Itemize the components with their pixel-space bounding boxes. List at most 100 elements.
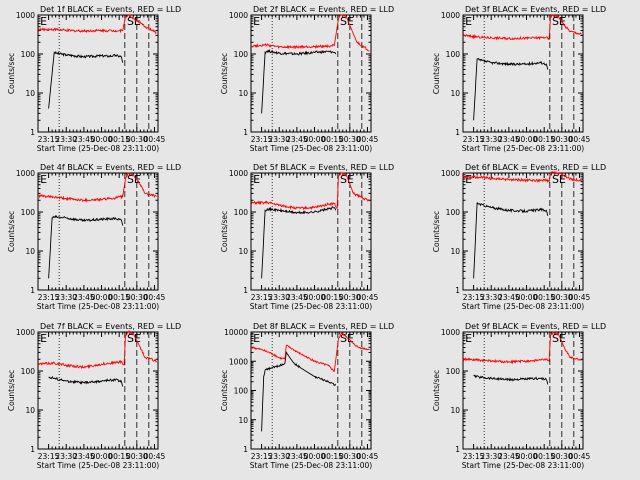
- y-axis-label: Counts/sec: [432, 53, 441, 94]
- x-tick-label: 00:30: [126, 452, 148, 461]
- marker-label: SE: [340, 15, 354, 28]
- series-line-lld: [37, 172, 157, 203]
- marker-label: SE: [127, 332, 141, 345]
- y-tick-label: 100: [21, 367, 36, 376]
- x-tick-label: 23:15: [251, 135, 273, 144]
- panel-title: Det 3f BLACK = Events, RED = LLD: [465, 5, 606, 14]
- x-axis-label: Start Time (25-Dec-08 23:11:00): [462, 302, 584, 311]
- y-tick-label: 1: [455, 128, 460, 137]
- x-tick-label: 00:15: [108, 452, 130, 461]
- y-axis-label: Counts/sec: [220, 211, 229, 252]
- x-tick-label: 00:00: [516, 452, 538, 461]
- x-tick-label: 23:15: [38, 293, 60, 302]
- y-tick-label: 1: [455, 286, 460, 295]
- x-tick-label: 23:15: [463, 135, 485, 144]
- x-axis-label: Start Time (25-Dec-08 23:11:00): [250, 461, 372, 470]
- y-tick-label: 1000: [229, 169, 248, 178]
- series-line-lld: [250, 171, 370, 211]
- y-tick-label: 1000: [16, 11, 35, 20]
- marker-label: SE: [552, 173, 566, 186]
- marker-label: E: [253, 173, 260, 186]
- y-tick-label: 10: [238, 247, 248, 256]
- x-tick-label: 00:15: [321, 293, 343, 302]
- plot-frame: [37, 172, 159, 291]
- marker-label: SE: [340, 173, 354, 186]
- y-tick-label: 10: [450, 406, 460, 415]
- marker-label: E: [40, 15, 47, 28]
- x-tick-label: 00:00: [304, 293, 326, 302]
- panel-title: Det 2f BLACK = Events, RED = LLD: [253, 5, 394, 14]
- y-tick-label: 1000: [441, 11, 460, 20]
- series-line-events: [48, 50, 124, 109]
- x-tick-label: 00:00: [516, 293, 538, 302]
- x-tick-label: 00:00: [91, 452, 113, 461]
- y-tick-label: 10000: [224, 328, 248, 337]
- x-tick-label: 00:15: [533, 452, 555, 461]
- x-tick-label: 00:45: [144, 293, 166, 302]
- y-tick-label: 1: [243, 445, 248, 454]
- panel-det-8: Det 8f BLACK = Events, RED = LLD 1 10 100 10…: [220, 322, 394, 470]
- series-line-lld: [462, 170, 582, 184]
- x-tick-label: 00:45: [357, 135, 379, 144]
- x-tick-label: 00:15: [533, 135, 555, 144]
- x-tick-label: 23:15: [463, 452, 485, 461]
- marker-label: SE: [552, 332, 566, 345]
- series-line-events: [261, 49, 337, 114]
- y-tick-label: 10: [238, 89, 248, 98]
- x-tick-label: 23:45: [73, 135, 95, 144]
- plot-frame: [37, 14, 159, 133]
- x-axis-label: Start Time (25-Dec-08 23:11:00): [250, 144, 372, 153]
- panel-det-2: Det 2f BLACK = Events, RED = LLD 1 10 100 10…: [220, 5, 394, 153]
- x-tick-label: 00:00: [91, 293, 113, 302]
- y-tick-label: 1000: [229, 357, 248, 366]
- x-tick-label: 23:15: [251, 452, 273, 461]
- x-tick-label: 00:30: [551, 452, 573, 461]
- x-tick-label: 00:15: [321, 452, 343, 461]
- marker-label: SE: [127, 173, 141, 186]
- x-tick-label: 23:30: [55, 293, 77, 302]
- x-tick-label: 00:15: [533, 293, 555, 302]
- x-tick-label: 23:45: [73, 452, 95, 461]
- series-line-events: [48, 376, 124, 387]
- y-tick-label: 10: [25, 89, 35, 98]
- x-tick-label: 23:30: [55, 135, 77, 144]
- series-line-lld: [250, 332, 370, 372]
- x-tick-label: 00:15: [108, 135, 130, 144]
- marker-label: E: [465, 15, 472, 28]
- y-axis-label: Counts/sec: [7, 370, 16, 411]
- x-tick-label: 23:45: [498, 135, 520, 144]
- x-tick-label: 23:45: [286, 452, 308, 461]
- panel-det-5: Det 5f BLACK = Events, RED = LLD 1 10 100 10…: [220, 163, 394, 311]
- panel-det-9: Det 9f BLACK = Events, RED = LLD 1 10 100 10…: [432, 322, 606, 470]
- x-tick-label: 00:00: [516, 135, 538, 144]
- x-tick-label: 00:45: [144, 135, 166, 144]
- x-tick-label: 00:15: [108, 293, 130, 302]
- y-tick-label: 100: [21, 50, 36, 59]
- x-tick-label: 23:45: [498, 452, 520, 461]
- y-tick-label: 10: [25, 247, 35, 256]
- y-axis-label: Counts/sec: [220, 53, 229, 94]
- x-axis-label: Start Time (25-Dec-08 23:11:00): [37, 302, 159, 311]
- plot-frame: [462, 14, 584, 133]
- series-line-lld: [37, 330, 157, 370]
- series-line-lld: [37, 14, 157, 34]
- x-axis-label: Start Time (25-Dec-08 23:11:00): [462, 461, 584, 470]
- y-tick-label: 1: [30, 286, 35, 295]
- y-tick-label: 1: [243, 128, 248, 137]
- x-tick-label: 23:30: [55, 452, 77, 461]
- x-tick-label: 23:15: [38, 452, 60, 461]
- marker-label: SE: [552, 15, 566, 28]
- series-line-events: [48, 214, 124, 279]
- x-tick-label: 00:30: [339, 135, 361, 144]
- y-axis-label: Counts/sec: [432, 211, 441, 252]
- x-axis-label: Start Time (25-Dec-08 23:11:00): [250, 302, 372, 311]
- y-tick-label: 100: [234, 208, 249, 217]
- x-tick-label: 00:45: [569, 293, 591, 302]
- x-tick-label: 23:45: [73, 293, 95, 302]
- x-tick-label: 00:30: [339, 293, 361, 302]
- marker-label: E: [40, 332, 47, 345]
- x-tick-label: 23:45: [286, 135, 308, 144]
- series-line-events: [261, 206, 337, 279]
- x-tick-label: 23:15: [38, 135, 60, 144]
- y-tick-label: 1: [455, 445, 460, 454]
